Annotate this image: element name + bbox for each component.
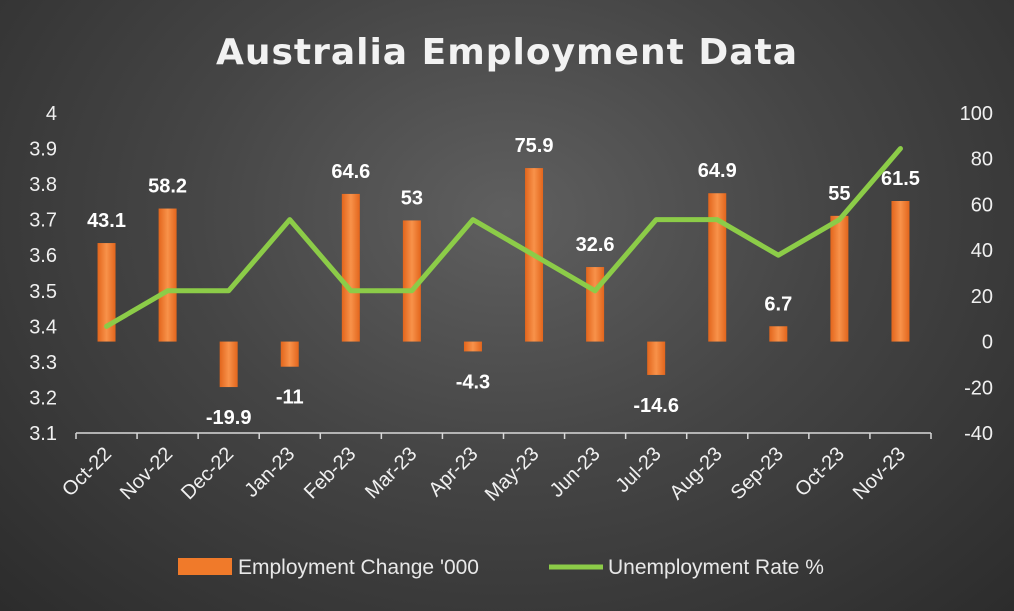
x-tick-label: Jul-23 xyxy=(612,443,666,497)
x-tick-label: Nov-22 xyxy=(116,443,177,504)
y-right-tick-label: 40 xyxy=(971,240,993,262)
bar-jun-23 xyxy=(586,267,605,342)
bar-aug-23 xyxy=(708,193,727,342)
y-left-tick-label: 3.2 xyxy=(29,387,57,409)
bar-jul-23 xyxy=(647,341,666,375)
y-left-tick-label: 3.7 xyxy=(29,210,57,232)
y-right-tick-label: 20 xyxy=(971,286,993,308)
x-tick-label: Sep-23 xyxy=(727,443,788,504)
y-left-tick-label: 3.4 xyxy=(29,316,57,338)
bar-apr-23 xyxy=(463,341,482,352)
y-left-tick-label: 3.9 xyxy=(29,139,57,161)
x-tick-label: Dec-22 xyxy=(177,443,238,504)
y-left-tick-label: 3.1 xyxy=(29,423,57,445)
x-tick-label: Aug-23 xyxy=(666,443,727,504)
data-label-oct-23: 55 xyxy=(828,183,850,205)
unemployment-rate-line xyxy=(104,146,903,329)
y-left-tick-label: 3.6 xyxy=(29,245,57,267)
legend-label-unemployment: Unemployment Rate % xyxy=(608,556,824,579)
data-label-nov-23: 61.5 xyxy=(881,168,920,190)
bar-feb-23 xyxy=(341,193,360,342)
x-tick-label: Oct-22 xyxy=(58,443,116,501)
data-label-aug-23: 64.9 xyxy=(698,160,737,182)
x-tick-label: Nov-23 xyxy=(849,443,910,504)
y-right-tick-label: 80 xyxy=(971,149,993,171)
y-right-tick-label: 0 xyxy=(982,332,993,354)
data-label-jun-23: 32.6 xyxy=(576,234,615,256)
x-tick-label: Feb-23 xyxy=(300,443,360,503)
data-label-nov-22: 58.2 xyxy=(148,176,187,198)
legend-swatch-employment xyxy=(178,558,232,575)
data-label-jan-23: -11 xyxy=(276,387,304,409)
bar-sep-23 xyxy=(769,326,788,342)
y-right-tick-label: -20 xyxy=(964,377,993,399)
x-tick-label: May-23 xyxy=(481,443,544,506)
data-label-jul-23: -14.6 xyxy=(633,395,679,417)
bar-oct-23 xyxy=(830,215,849,342)
line-group xyxy=(104,146,903,329)
y-left-tick-label: 3.5 xyxy=(29,281,57,303)
bar-oct-22 xyxy=(97,243,116,342)
x-tick-label: Apr-23 xyxy=(424,443,482,501)
x-tick-label: Mar-23 xyxy=(361,443,421,503)
data-labels-group: 43.1 58.2 -19.9 -11 64.6 53 -4.3 75.9 32.6 -14.6 6… xyxy=(87,135,920,429)
y-right-tick-label: -40 xyxy=(964,423,993,445)
bar-mar-23 xyxy=(402,220,421,342)
data-label-apr-23: -4.3 xyxy=(456,371,490,393)
chart-title: Australia Employment Data xyxy=(216,32,798,73)
legend-label-employment: Employment Change '000 xyxy=(238,556,479,579)
data-label-sep-23: 6.7 xyxy=(764,293,792,315)
y-left-tick-label: 3.3 xyxy=(29,352,57,374)
bar-dec-22 xyxy=(219,341,238,388)
data-label-oct-22: 43.1 xyxy=(87,210,126,232)
y-left-tick-label: 4 xyxy=(46,103,57,125)
data-label-mar-23: 53 xyxy=(401,187,423,209)
y-right-tick-label: 60 xyxy=(971,194,993,216)
data-label-dec-22: -19.9 xyxy=(206,407,252,429)
y-left-tick-label: 3.8 xyxy=(29,174,57,196)
bar-nov-22 xyxy=(158,208,177,342)
bar-jan-23 xyxy=(280,341,299,367)
bar-nov-23 xyxy=(891,201,910,342)
data-label-feb-23: 64.6 xyxy=(331,161,370,183)
x-tick-label: Jan-23 xyxy=(240,443,299,502)
x-tick-label: Jun-23 xyxy=(546,443,605,502)
legend: Employment Change '000 Unemployment Rate… xyxy=(178,556,824,579)
bars-group xyxy=(97,168,910,388)
y-right-tick-label: 100 xyxy=(960,103,993,125)
x-tick-label: Oct-23 xyxy=(791,443,849,501)
data-label-may-23: 75.9 xyxy=(515,135,554,157)
